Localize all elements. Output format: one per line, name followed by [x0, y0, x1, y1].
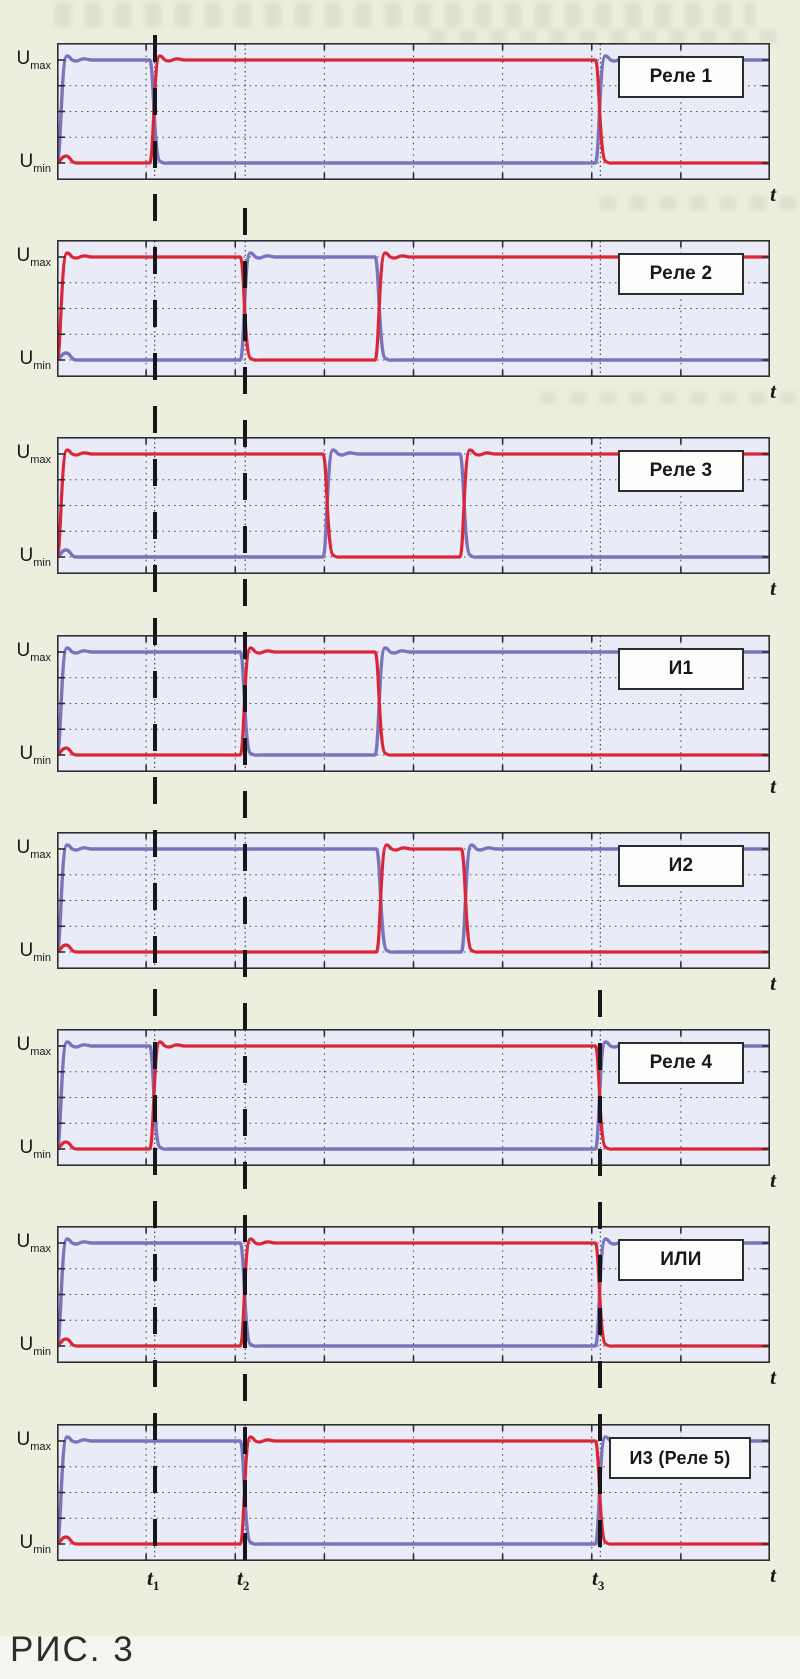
ymin-label: Umin [19, 1137, 51, 1161]
waveform-red-direct [57, 1237, 770, 1348]
ymax-label: Umax [16, 1429, 51, 1453]
scan-bleed-artifact [430, 30, 790, 44]
ymin-label: Umin [19, 348, 51, 372]
panel-label: И2 [618, 845, 744, 887]
scan-bleed-artifact [55, 2, 755, 28]
axis-ticks [58, 1030, 769, 1165]
waveform-red-direct [57, 448, 770, 559]
axis-ticks [58, 241, 769, 376]
x-axis-label: t [770, 182, 776, 206]
waveform-red-direct [57, 251, 770, 362]
axis-ticks [58, 438, 769, 573]
panel-label: ИЛИ [618, 1239, 744, 1281]
x-axis-label: t [770, 774, 776, 798]
ymin-label: Umin [19, 743, 51, 767]
ymin-label: Umin [19, 1532, 51, 1556]
oscillogram-panel-6: Umax Umin Реле 4 t [16, 1029, 776, 1192]
axis-ticks [58, 636, 769, 771]
ymax-label: Umax [16, 245, 51, 269]
panel-label: Реле 3 [618, 450, 744, 492]
ymin-label: Umin [19, 151, 51, 175]
panel-label: И3 (Реле 5) [609, 1437, 751, 1479]
oscillogram-panel-3: Umax Umin Реле 3 t [16, 437, 776, 600]
time-marker-line-t1 [153, 35, 157, 1564]
waveform-blue-inverse [57, 448, 770, 559]
x-axis-label: t [770, 1563, 776, 1587]
ymax-label: Umax [16, 640, 51, 664]
axis-ticks [58, 1425, 769, 1560]
x-axis-label: t [770, 1168, 776, 1192]
x-axis-label: t [770, 576, 776, 600]
oscillogram-panel-4: Umax Umin И1 t [16, 635, 776, 798]
ymin-label: Umin [19, 1334, 51, 1358]
time-marker-line-t3 [598, 990, 602, 1564]
x-axis-label: t [770, 1365, 776, 1389]
ymax-label: Umax [16, 837, 51, 861]
waveform-blue-inverse [57, 646, 770, 757]
time-marker-line-t2 [243, 208, 247, 1564]
oscillogram-panel-1: Umax Umin Реле 1 t [16, 43, 776, 206]
ymax-label: Umax [16, 442, 51, 466]
axis-ticks [58, 44, 769, 179]
waveform-red-direct [57, 646, 770, 757]
waveform-blue-inverse [57, 251, 770, 362]
panel-label: И1 [618, 648, 744, 690]
waveform-red-direct [57, 843, 770, 954]
oscillogram-panel-2: Umax Umin Реле 2 t [16, 240, 776, 403]
oscillogram-panel-5: Umax Umin И2 t [16, 832, 776, 995]
waveform-blue-inverse [57, 843, 770, 954]
waveform-blue-inverse [57, 1040, 770, 1151]
axis-ticks [58, 833, 769, 968]
time-marker-label-t2: t2 [237, 1566, 250, 1594]
ymin-label: Umin [19, 545, 51, 569]
panel-label: Реле 1 [618, 56, 744, 98]
ymax-label: Umax [16, 1231, 51, 1255]
scan-bleed-artifact [540, 392, 800, 404]
waveform-red-direct [57, 54, 770, 165]
oscillogram-panel-7: Umax Umin ИЛИ t [16, 1226, 776, 1389]
panel-label: Реле 4 [618, 1042, 744, 1084]
waveform-blue-inverse [57, 54, 770, 165]
waveform-red-direct [57, 1435, 770, 1546]
oscillogram-panel-8: Umax Umin И3 (Реле 5) t [16, 1424, 776, 1587]
ymin-label: Umin [19, 940, 51, 964]
panel-label: Реле 2 [618, 253, 744, 295]
time-marker-label-t1: t1 [147, 1566, 160, 1594]
ymax-label: Umax [16, 48, 51, 72]
waveform-blue-inverse [57, 1237, 770, 1348]
x-axis-label: t [770, 379, 776, 403]
axis-ticks [58, 1227, 769, 1362]
figure-caption: РИС. 3 [10, 1630, 135, 1669]
x-axis-label: t [770, 971, 776, 995]
time-marker-label-t3: t3 [592, 1566, 605, 1594]
ymax-label: Umax [16, 1034, 51, 1058]
waveform-red-direct [57, 1040, 770, 1151]
